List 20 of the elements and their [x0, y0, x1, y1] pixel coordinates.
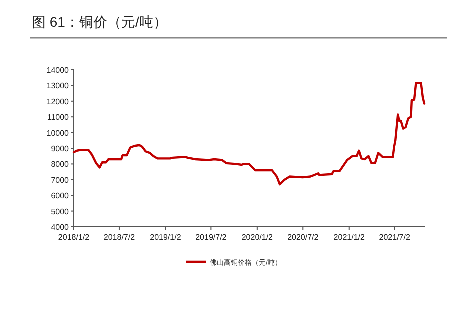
y-tick-label: 12000: [46, 97, 70, 106]
x-tick-label: 2020/1/2: [242, 233, 274, 242]
y-tick-label: 8000: [51, 160, 70, 170]
y-tick-label: 9000: [51, 144, 70, 154]
x-tick-label: 2020/7/2: [288, 233, 320, 242]
x-tick-label: 2019/1/2: [150, 233, 182, 242]
y-tick-label: 7000: [51, 176, 70, 185]
y-tick-label: 6000: [51, 192, 70, 201]
x-tick-label: 2019/7/2: [196, 233, 228, 242]
y-tick-label: 4000: [51, 223, 70, 232]
x-tick-label: 2018/1/2: [58, 233, 90, 242]
x-tick-label: 2021/1/2: [334, 233, 366, 242]
x-tick-label: 2021/7/2: [379, 233, 411, 242]
y-tick-label: 13000: [46, 82, 70, 91]
y-tick-label: 11000: [47, 113, 70, 122]
chart-title: 图 61：铜价（元/吨）: [32, 14, 168, 30]
y-tick-label: 10000: [46, 128, 70, 138]
x-tick-label: 2018/7/2: [104, 233, 136, 242]
y-tick-label: 5000: [51, 207, 70, 216]
y-tick-label: 14000: [46, 66, 70, 75]
